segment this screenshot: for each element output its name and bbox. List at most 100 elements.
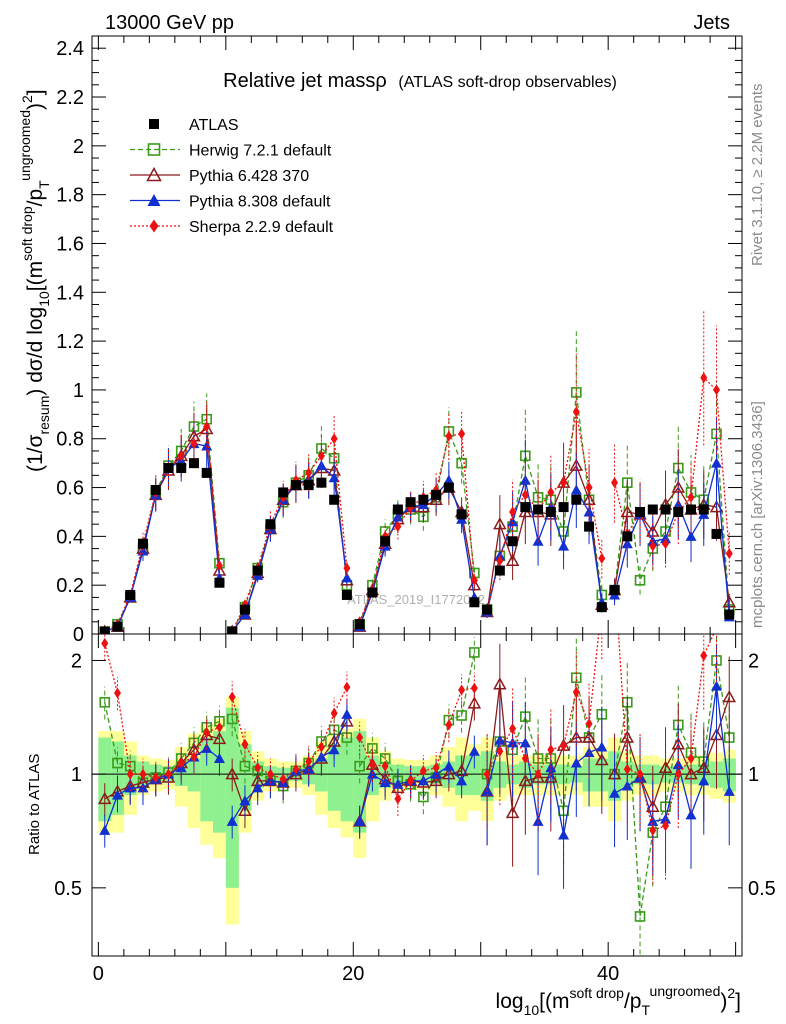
ylabel-sub: 10 — [36, 291, 52, 307]
y-tick-label: 1.6 — [56, 233, 84, 255]
xlabel-part: [(m — [539, 990, 569, 1013]
data-point — [317, 450, 325, 462]
xlabel-sub: T — [641, 1002, 650, 1018]
data-point — [611, 477, 619, 489]
xlabel-part: ] — [735, 990, 741, 1013]
data-point — [125, 589, 136, 600]
data-point — [496, 555, 504, 567]
ratio-point — [469, 647, 480, 658]
plot-title-main: Relative jet massρ — [223, 70, 387, 92]
ratio-point — [203, 726, 211, 738]
ratio-point — [623, 763, 631, 775]
ratio-point — [99, 824, 111, 835]
ratio-point — [101, 637, 109, 649]
ratio-point — [456, 775, 468, 786]
ratio-point — [662, 820, 670, 832]
data-point — [150, 484, 161, 495]
y-tick-label: 2.4 — [56, 38, 84, 60]
series-line — [613, 376, 730, 554]
data-point — [598, 552, 606, 564]
ratio-point — [99, 696, 111, 708]
data-point — [482, 604, 493, 615]
data-point — [380, 536, 391, 547]
data-point — [584, 521, 595, 532]
ratio-y-tick-label: 1 — [71, 764, 82, 786]
ratio-point — [685, 809, 697, 820]
series-line — [104, 418, 221, 633]
ratio-point — [609, 787, 621, 798]
data-point — [405, 497, 416, 508]
ylabel-part: [(m — [24, 261, 47, 291]
ratio-point — [419, 765, 427, 777]
series-line — [231, 464, 348, 632]
data-point — [724, 609, 735, 620]
data-point — [137, 538, 148, 549]
ratio-point — [723, 785, 735, 796]
ratio-point — [430, 768, 442, 779]
ratio-point — [519, 737, 531, 748]
data-point — [163, 463, 174, 474]
band-inner-bin — [340, 737, 354, 822]
data-point — [533, 504, 544, 515]
data-point — [660, 504, 671, 515]
series-line — [231, 437, 348, 632]
ratio-point — [292, 763, 300, 775]
series-line — [231, 447, 348, 632]
ratio-y-tick-label: 0.5 — [54, 878, 82, 900]
data-point — [520, 502, 531, 513]
xlabel-sup: ungroomed — [650, 983, 721, 999]
series-atlas — [99, 458, 735, 634]
ratio-point — [343, 681, 351, 693]
data-point — [215, 560, 223, 572]
series-sherpa-2-2-9-default — [101, 310, 733, 634]
data-point — [470, 574, 478, 586]
data-point — [445, 430, 453, 442]
data-point — [341, 589, 352, 600]
data-point — [698, 504, 709, 515]
ratio-point — [496, 745, 504, 757]
data-point — [290, 480, 301, 491]
legend-marker — [149, 119, 159, 129]
data-point — [725, 547, 733, 559]
data-point — [509, 506, 517, 518]
band-inner-bin — [467, 755, 482, 796]
data-point — [505, 553, 520, 567]
ratio-point — [190, 751, 198, 763]
x-tick-label: 0 — [93, 963, 104, 985]
y-tick-label: 0.6 — [56, 478, 84, 500]
ratio-point — [225, 767, 239, 780]
data-point — [239, 604, 250, 615]
energy-label: 13000 GeV pp — [105, 12, 234, 34]
data-point — [367, 587, 378, 598]
ratio-point — [521, 753, 529, 765]
xlabel-part: log — [496, 990, 524, 1013]
ratio-line — [104, 702, 220, 784]
ratio-point — [456, 710, 467, 721]
ratio-point — [111, 789, 123, 800]
ratio-point — [672, 759, 684, 770]
data-point — [507, 516, 519, 527]
data-point — [303, 480, 314, 491]
ratio-y-axis-label: Ratio to ATLAS — [26, 754, 43, 855]
legend: ATLAS Herwig 7.2.1 default Pythia 6.428 37… — [130, 117, 334, 236]
ratio-plot-series — [97, 634, 737, 956]
ratio-point — [266, 768, 274, 780]
data-point — [649, 540, 657, 552]
x-tick-label: 40 — [597, 963, 619, 985]
data-point — [392, 504, 403, 515]
data-point — [709, 500, 724, 513]
ratio-point — [468, 745, 480, 756]
data-point — [341, 572, 353, 583]
data-point — [443, 474, 455, 485]
data-point — [354, 619, 365, 630]
xlabel-part: ) — [720, 990, 727, 1013]
xlabel-part: /p — [624, 990, 642, 1013]
ratio-point — [252, 782, 264, 793]
series-line — [613, 462, 730, 617]
ratio-point — [226, 713, 238, 725]
ratio-line — [231, 714, 348, 822]
ylabel-part: ] — [24, 89, 47, 95]
data-point — [687, 491, 695, 503]
ratio-point — [674, 768, 682, 780]
legend-label: Sherpa 2.2.9 default — [189, 219, 334, 236]
